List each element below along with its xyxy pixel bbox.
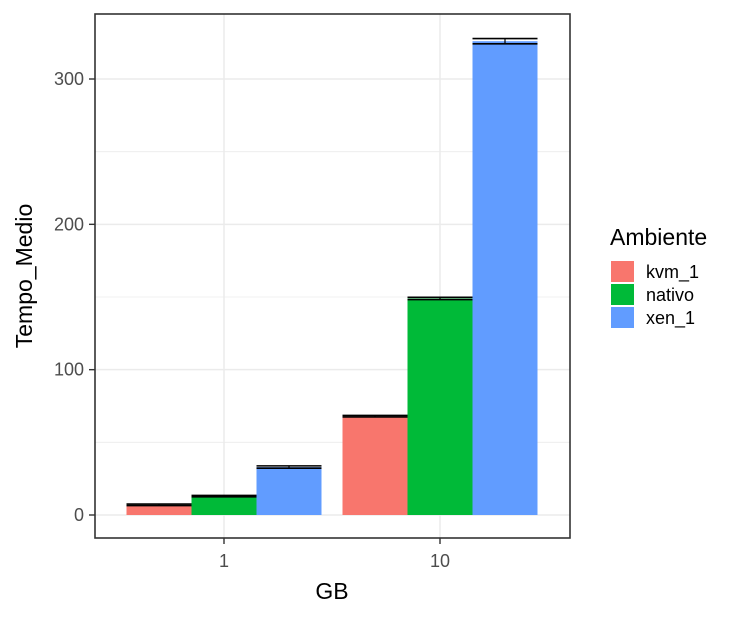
bar-kvm_1-10 <box>342 416 408 515</box>
plot-panel-border <box>94 13 571 539</box>
legend-item-nativo: nativo <box>611 284 694 305</box>
legend-item-kvm_1: kvm_1 <box>611 261 699 283</box>
error-bar-kvm_1-10 <box>342 414 408 418</box>
x-axis: 1 10 <box>219 538 450 571</box>
bar-xen_1-10 <box>472 41 538 516</box>
legend-item-xen_1: xen_1 <box>611 307 695 329</box>
bar-xen_1-1 <box>256 467 322 515</box>
legend-key-kvm_1 <box>611 261 634 282</box>
bars <box>126 41 538 516</box>
x-axis-title: GB <box>315 578 348 604</box>
x-tick-label: 1 <box>219 551 229 571</box>
legend-label-xen_1: xen_1 <box>646 308 695 329</box>
y-tick-label: 300 <box>54 69 84 89</box>
error-bar-kvm_1-1 <box>126 503 192 507</box>
y-tick-label: 200 <box>54 214 84 234</box>
y-tick-label: 0 <box>74 505 84 525</box>
legend-label-nativo: nativo <box>646 285 694 305</box>
error-bar-xen_1-1 <box>256 465 322 470</box>
legend-key-xen_1 <box>611 307 634 328</box>
y-axis-title: Tempo_Medio <box>11 204 37 348</box>
bar-kvm_1-1 <box>126 504 192 515</box>
error-bars <box>126 37 538 507</box>
error-bar-xen_1-10 <box>472 37 538 45</box>
legend-title: Ambiente <box>610 224 707 250</box>
bar-nativo-1 <box>191 496 257 515</box>
bar-nativo-10 <box>407 298 473 515</box>
error-bar-nativo-1 <box>191 494 257 498</box>
legend-label-kvm_1: kvm_1 <box>646 262 699 283</box>
legend-key-nativo <box>611 284 634 305</box>
x-tick-label: 10 <box>430 551 450 571</box>
y-tick-label: 100 <box>54 360 84 380</box>
y-axis: 0 100 200 300 <box>54 69 95 525</box>
error-bar-nativo-10 <box>407 296 473 301</box>
